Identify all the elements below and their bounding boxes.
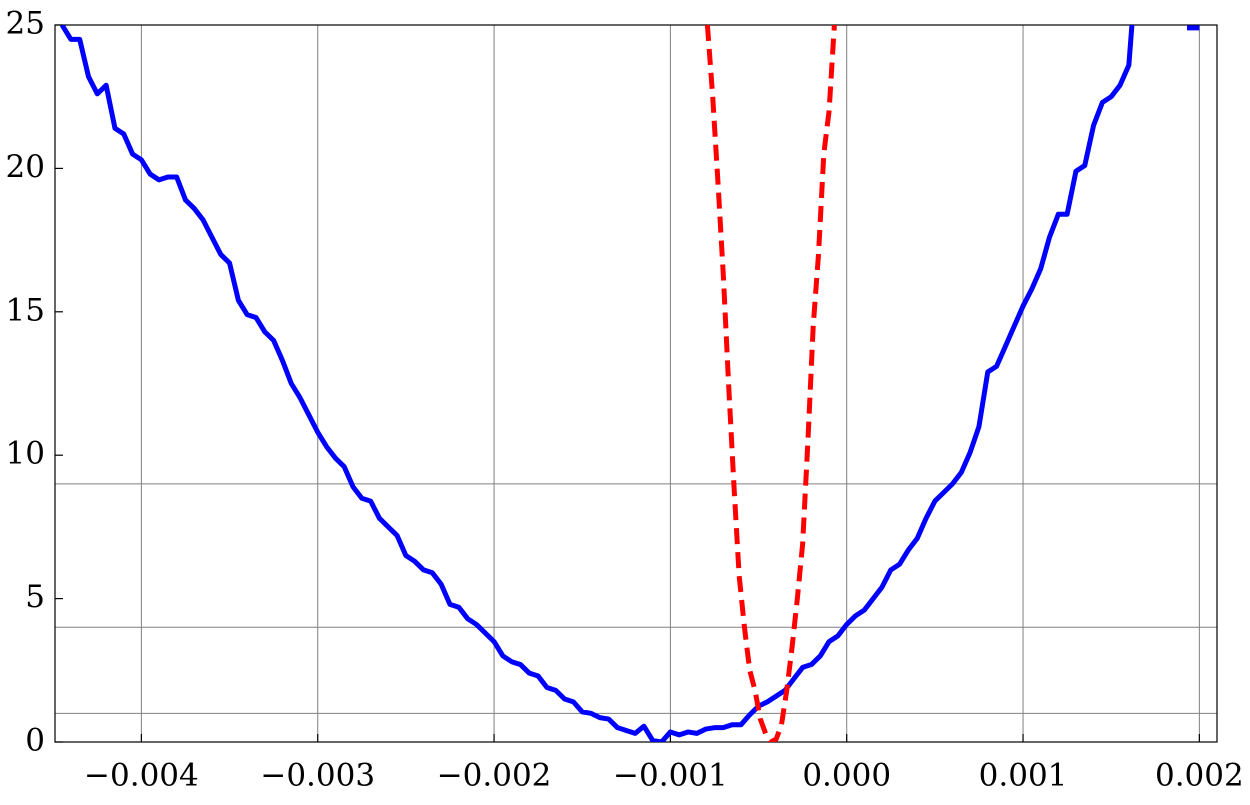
- y-tick-label: 25: [6, 6, 45, 42]
- y-tick-label: 15: [6, 292, 45, 328]
- x-tick-label: 0.000: [802, 758, 891, 794]
- plot-area: [59, 25, 1200, 742]
- x-tick-label: −0.004: [84, 758, 199, 794]
- y-tick-label: 0: [25, 723, 45, 759]
- y-tick-label: 10: [6, 436, 45, 472]
- data-line: [59, 25, 1200, 742]
- data-line: [704, 25, 837, 742]
- x-tick-label: −0.001: [613, 758, 728, 794]
- y-tick-label: 5: [25, 579, 45, 615]
- x-tick-label: 0.002: [1155, 758, 1244, 794]
- plot-frame: [54, 24, 1218, 743]
- x-tick-label: 0.001: [979, 758, 1068, 794]
- y-tick-label: 20: [6, 149, 45, 185]
- x-tick-label: −0.002: [437, 758, 552, 794]
- x-tick-label: −0.003: [260, 758, 375, 794]
